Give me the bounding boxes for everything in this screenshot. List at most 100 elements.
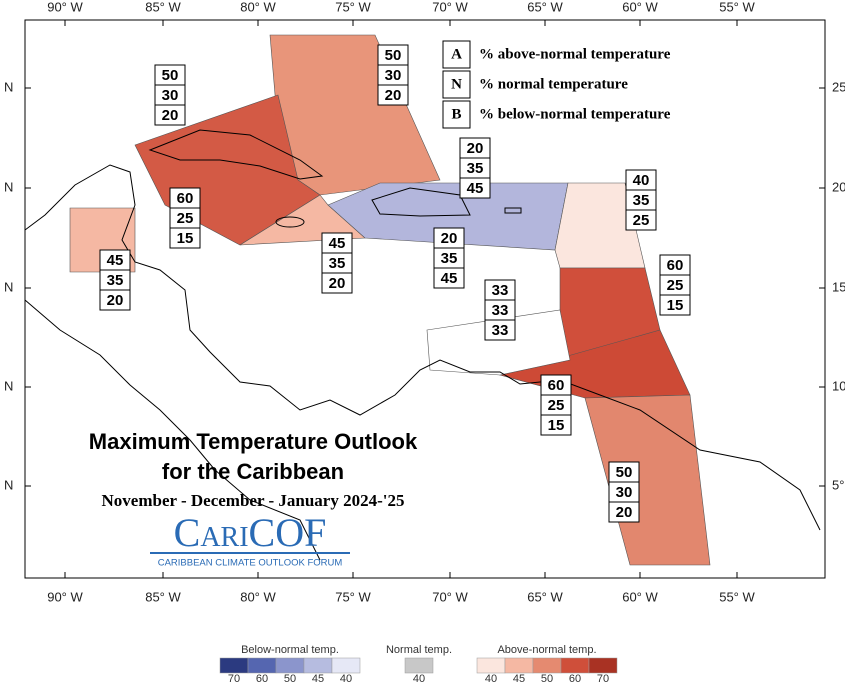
key-text: % below-normal temperature	[479, 106, 671, 122]
forecast-value: 20	[385, 87, 402, 104]
forecast-value: 30	[385, 67, 402, 84]
lon-label-bottom: 80° W	[240, 589, 276, 604]
lon-label-top: 70° W	[432, 0, 468, 14]
colorbar-tick: 50	[541, 673, 553, 684]
forecast-value: 15	[548, 417, 565, 434]
forecast-value: 40	[633, 172, 650, 189]
coastlines	[24, 129, 821, 561]
colorbar-tick: 70	[597, 673, 609, 684]
colorbar-cell	[219, 657, 249, 674]
coastline	[24, 164, 821, 531]
lon-label-top: 55° W	[719, 0, 755, 14]
lat-label-left: N	[4, 179, 13, 194]
colorbar-cell	[588, 657, 618, 674]
forecast-value: 20	[467, 140, 484, 157]
forecast-value: 35	[467, 160, 484, 177]
lon-label-bottom: 90° W	[47, 589, 83, 604]
forecast-cell	[321, 272, 353, 294]
forecast-value: 45	[329, 235, 346, 252]
colorbar-cell	[247, 657, 277, 674]
forecast-cell	[99, 289, 131, 311]
island	[148, 129, 324, 180]
lon-label-top: 75° W	[335, 0, 371, 14]
lat-label-left: N	[4, 477, 13, 492]
forecast-cell	[377, 84, 409, 106]
forecast-value: 25	[548, 397, 565, 414]
colorbar-label: Normal temp.	[386, 644, 452, 656]
forecast-value: 35	[329, 255, 346, 272]
forecast-value: 50	[385, 47, 402, 64]
colorbar-tick: 40	[485, 673, 497, 684]
colorbar-cell	[532, 657, 562, 674]
key-box	[442, 40, 471, 69]
logo-tagline: CARIBBEAN CLIMATE OUTLOOK FORUM	[158, 558, 343, 569]
colorbar-cell	[560, 657, 590, 674]
lat-label-right: 25	[832, 79, 845, 94]
colorbar-tick: 60	[569, 673, 581, 684]
forecast-cell	[625, 209, 657, 231]
key-box	[442, 70, 471, 99]
forecast-value: 60	[177, 190, 194, 207]
colorbar-cell	[275, 657, 305, 674]
forecast-value: 25	[667, 277, 684, 294]
forecast-value: 35	[633, 192, 650, 209]
colorbar-cell	[476, 657, 506, 674]
forecast-value: 45	[107, 252, 124, 269]
period: November - December - January 2024-'25	[102, 491, 405, 510]
forecast-value: 30	[162, 87, 179, 104]
forecast-value: 20	[616, 504, 633, 521]
lon-label-top: 60° W	[622, 0, 658, 14]
forecast-value: 33	[492, 302, 509, 319]
forecast-value: 50	[162, 67, 179, 84]
island	[275, 216, 305, 228]
forecast-value: 20	[441, 230, 458, 247]
colorbar: Below-normal temp. 70 60 50 45 40 Normal temp.…	[219, 644, 618, 684]
lon-label-bottom: 60° W	[622, 589, 658, 604]
forecast-cell	[608, 501, 640, 523]
lon-label-top: 80° W	[240, 0, 276, 14]
forecast-value: 60	[667, 257, 684, 274]
forecast-value: 33	[492, 322, 509, 339]
lon-label-bottom: 55° W	[719, 589, 755, 604]
axes: 90° W 90° W 85° W 85° W 80° W 80° W 75° W 75° W…	[4, 0, 845, 604]
lat-label-right: 5°	[832, 477, 844, 492]
forecast-value: 45	[441, 270, 458, 287]
key: A % above-normal temperature N % normal tem…	[442, 40, 671, 129]
map-title: Maximum Temperature Outlook	[89, 429, 418, 454]
forecast-cell	[154, 104, 186, 126]
lon-label-top: 85° W	[145, 0, 181, 14]
map-subtitle: for the Caribbean	[162, 459, 344, 484]
colorbar-cell	[303, 657, 333, 674]
coastline	[24, 299, 321, 561]
colorbar-cell	[331, 657, 361, 674]
key-letter: N	[451, 76, 462, 92]
forecast-boxes: 50 30 20 50 30 20 20 35 45 40 35 25 60 25 15 45 35 20 20 35…	[99, 44, 691, 523]
key-letter: A	[451, 46, 462, 62]
forecast-value: 15	[667, 297, 684, 314]
forecast-value: 15	[177, 230, 194, 247]
region	[426, 309, 571, 376]
forecast-value: 20	[162, 107, 179, 124]
forecast-cell	[540, 414, 572, 436]
lon-label-bottom: 85° W	[145, 589, 181, 604]
key-text: % normal temperature	[479, 76, 628, 92]
forecast-value: 50	[616, 464, 633, 481]
colorbar-tick: 70	[228, 673, 240, 684]
forecast-value: 25	[177, 210, 194, 227]
island	[371, 187, 471, 217]
colorbar-label: Below-normal temp.	[241, 644, 339, 656]
colorbar-tick: 50	[284, 673, 296, 684]
key-box	[442, 100, 471, 129]
forecast-cell	[433, 267, 465, 289]
colorbar-label: Above-normal temp.	[497, 644, 596, 656]
forecast-value: 20	[329, 275, 346, 292]
regions	[69, 34, 711, 566]
forecast-cell	[459, 177, 491, 199]
island	[504, 207, 522, 214]
forecast-value: 35	[107, 272, 124, 289]
lon-label-top: 90° W	[47, 0, 83, 14]
lat-label-left: N	[4, 378, 13, 393]
forecast-value: 45	[467, 180, 484, 197]
colorbar-tick: 40	[413, 673, 425, 684]
